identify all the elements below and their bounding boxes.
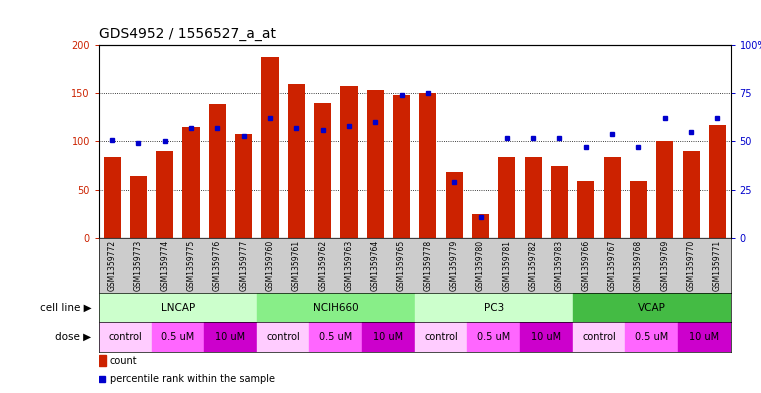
Bar: [603, 157, 621, 238]
Text: 10 uM: 10 uM: [215, 332, 246, 342]
Text: GSM1359763: GSM1359763: [345, 240, 353, 291]
Bar: [183, 127, 199, 238]
Text: GSM1359765: GSM1359765: [397, 240, 406, 291]
Bar: [524, 157, 542, 238]
Bar: [520, 322, 572, 352]
Text: GSM1359773: GSM1359773: [134, 240, 143, 291]
Text: GSM1359772: GSM1359772: [107, 240, 116, 291]
Bar: [367, 90, 384, 238]
Text: GSM1359760: GSM1359760: [266, 240, 275, 291]
Bar: [362, 322, 415, 352]
Bar: [256, 293, 415, 322]
Text: 0.5 uM: 0.5 uM: [477, 332, 511, 342]
Bar: [498, 157, 515, 238]
Text: GSM1359766: GSM1359766: [581, 240, 591, 291]
Text: 0.5 uM: 0.5 uM: [161, 332, 195, 342]
Bar: [156, 151, 174, 238]
Bar: [209, 104, 226, 238]
Bar: [572, 293, 731, 322]
Bar: [314, 103, 331, 238]
Text: LNCAP: LNCAP: [161, 303, 195, 312]
Bar: [151, 322, 204, 352]
Bar: [678, 322, 731, 352]
Bar: [393, 95, 410, 238]
Bar: [103, 157, 121, 238]
Text: count: count: [110, 356, 138, 366]
Text: 0.5 uM: 0.5 uM: [319, 332, 352, 342]
Bar: [235, 134, 252, 238]
Text: 10 uM: 10 uM: [374, 332, 403, 342]
Bar: [656, 141, 673, 238]
Text: GSM1359777: GSM1359777: [239, 240, 248, 291]
Text: percentile rank within the sample: percentile rank within the sample: [110, 374, 275, 384]
Bar: [204, 322, 256, 352]
Bar: [630, 181, 647, 238]
Text: GSM1359771: GSM1359771: [713, 240, 722, 291]
Text: GSM1359779: GSM1359779: [450, 240, 459, 291]
Text: GSM1359783: GSM1359783: [555, 240, 564, 291]
Text: cell line ▶: cell line ▶: [40, 303, 91, 312]
Bar: [340, 86, 358, 238]
Bar: [472, 214, 489, 238]
Text: control: control: [266, 332, 300, 342]
Text: control: control: [424, 332, 458, 342]
Text: GDS4952 / 1556527_a_at: GDS4952 / 1556527_a_at: [99, 27, 276, 41]
Bar: [415, 293, 572, 322]
Text: control: control: [582, 332, 616, 342]
Bar: [708, 125, 726, 238]
Bar: [262, 57, 279, 238]
Text: 10 uM: 10 uM: [531, 332, 562, 342]
Text: NCIH660: NCIH660: [313, 303, 358, 312]
Bar: [415, 322, 467, 352]
Text: GSM1359764: GSM1359764: [371, 240, 380, 291]
Bar: [467, 322, 520, 352]
Text: GSM1359762: GSM1359762: [318, 240, 327, 291]
Bar: [551, 165, 568, 238]
Bar: [99, 322, 151, 352]
Text: GSM1359782: GSM1359782: [529, 240, 538, 291]
Text: GSM1359770: GSM1359770: [686, 240, 696, 291]
Text: PC3: PC3: [483, 303, 504, 312]
Bar: [310, 322, 362, 352]
Text: GSM1359768: GSM1359768: [634, 240, 643, 291]
Text: control: control: [108, 332, 142, 342]
Bar: [572, 322, 626, 352]
Text: VCAP: VCAP: [638, 303, 666, 312]
Text: GSM1359781: GSM1359781: [502, 240, 511, 291]
Bar: [626, 322, 678, 352]
Text: dose ▶: dose ▶: [56, 332, 91, 342]
Text: GSM1359780: GSM1359780: [476, 240, 485, 291]
Bar: [256, 322, 310, 352]
Bar: [99, 355, 106, 366]
Text: 0.5 uM: 0.5 uM: [635, 332, 668, 342]
Text: GSM1359761: GSM1359761: [291, 240, 301, 291]
Text: GSM1359767: GSM1359767: [607, 240, 616, 291]
Bar: [578, 181, 594, 238]
Bar: [99, 293, 256, 322]
Text: 10 uM: 10 uM: [689, 332, 719, 342]
Text: GSM1359774: GSM1359774: [161, 240, 169, 291]
Bar: [419, 93, 437, 238]
Text: GSM1359776: GSM1359776: [213, 240, 222, 291]
Text: GSM1359775: GSM1359775: [186, 240, 196, 291]
Bar: [288, 84, 305, 238]
Text: GSM1359769: GSM1359769: [661, 240, 669, 291]
Bar: [683, 151, 699, 238]
Bar: [130, 176, 147, 238]
Bar: [446, 172, 463, 238]
Text: GSM1359778: GSM1359778: [423, 240, 432, 291]
